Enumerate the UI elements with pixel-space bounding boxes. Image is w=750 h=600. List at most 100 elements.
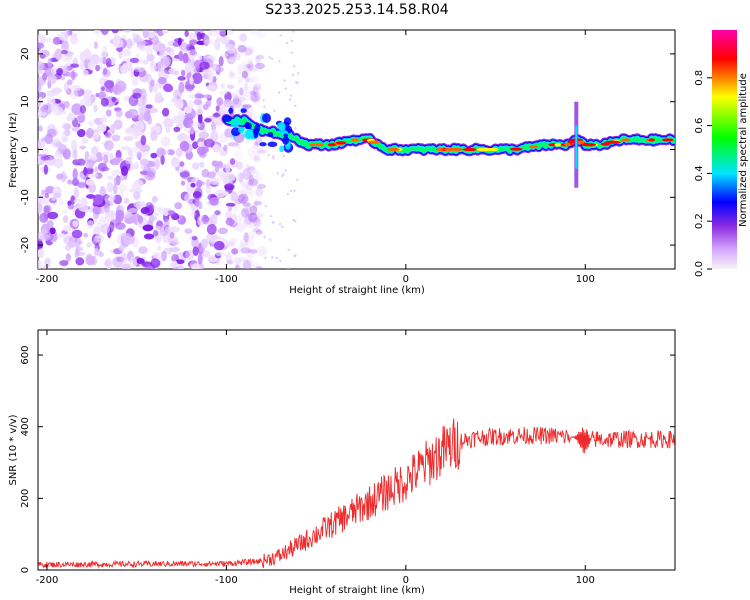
noise-blob [242,233,254,243]
noise-blob [247,147,254,157]
noise-blob [247,61,254,72]
noise-blob [157,76,167,85]
noise-blob [253,155,260,161]
noise-blob [256,54,265,60]
noise-blob [247,166,256,171]
ridge-hotspot [563,143,572,147]
noise-blob [39,49,50,58]
noise-blob [188,99,194,110]
noise-blob [178,50,184,62]
noise-blob [54,157,64,169]
noise-blob [255,187,264,197]
snr-y-tick-label: 0 [20,567,31,573]
noise-blob [106,175,114,180]
noise-blob [244,213,254,225]
noise-blob [191,235,198,241]
noise-dot [289,94,293,97]
noise-blob [178,81,185,94]
spectrogram-y-tick-label: -10 [20,189,31,205]
noise-blob [134,66,146,73]
noise-blob [173,102,183,107]
spectrogram-y-ticks: -20 -10 0 10 20 [20,48,675,253]
noise-blob [130,127,140,140]
noise-blob [251,262,261,269]
noise-blob [41,103,48,113]
ridge-blob [222,115,232,122]
noise-blob [98,91,106,100]
noise-dot [284,87,288,90]
noise-dot [278,222,282,226]
noise-blob [149,63,157,72]
ridge-hotspot [476,147,488,152]
noise-blob [197,141,204,147]
noise-blob [242,63,253,72]
ridge-blob [238,127,245,134]
noise-blob [71,84,81,92]
noise-blob [198,201,203,210]
noise-blob [70,139,78,151]
noise-blob [179,171,190,178]
noise-blob [127,108,139,119]
ridge-blob [230,122,240,128]
colorbar-tick-label: 0.4 [694,165,705,181]
ridge-hotspot [314,143,324,147]
noise-blob [87,60,96,71]
noise-blob [176,133,188,142]
noise-dot [280,174,284,178]
noise-blob [40,156,51,161]
noise-blob [249,187,255,198]
noise-blob [252,171,263,178]
noise-blob [158,43,166,54]
noise-dot [268,56,272,59]
noise-blob [100,30,109,36]
noise-blob [198,131,210,139]
noise-blob [156,147,166,158]
noise-blob [254,170,260,181]
noise-blob [42,72,48,81]
noise-blob [231,103,242,116]
ridge-blob [228,107,234,114]
noise-blob [86,194,96,199]
noise-blob [227,206,233,212]
noise-blob [190,205,198,212]
noise-blob [104,204,110,214]
noise-blob [88,120,94,127]
noise-blob [97,162,107,172]
noise-blob [213,118,224,127]
noise-blob [249,45,256,54]
spectrogram-x-ticks: -200 -100 0 100 [36,30,595,285]
noise-blob [99,116,108,123]
noise-blob [248,212,258,223]
noise-blob [241,187,251,196]
colorbar-tick-label: 0.6 [694,118,705,134]
noise-blob [56,173,64,180]
ridge-hotspot [488,147,499,152]
noise-blob [132,190,141,201]
noise-dot [286,267,290,269]
noise-dot [291,73,295,77]
noise-blob [67,179,73,185]
noise-dot [290,51,293,55]
noise-blob [238,52,248,58]
noise-blob [121,263,132,269]
noise-blob [236,80,242,85]
noise-blob [259,248,265,256]
noise-blob [199,161,205,168]
noise-blob [249,218,258,231]
ridge-blob [278,122,286,132]
noise-blob [238,256,249,261]
noise-blob [75,257,85,266]
noise-dot [289,189,293,193]
ridge-blob [253,131,259,139]
noise-blob [249,217,260,224]
noise-blob [38,42,45,49]
noise-blob [247,105,255,115]
noise-blob [243,193,248,203]
noise-blob [252,55,258,61]
noise-blob [111,134,121,142]
noise-blob [197,253,203,265]
noise-blob [248,249,258,254]
noise-blob [242,202,251,207]
noise-blob [151,195,158,203]
noise-dot [295,80,298,84]
